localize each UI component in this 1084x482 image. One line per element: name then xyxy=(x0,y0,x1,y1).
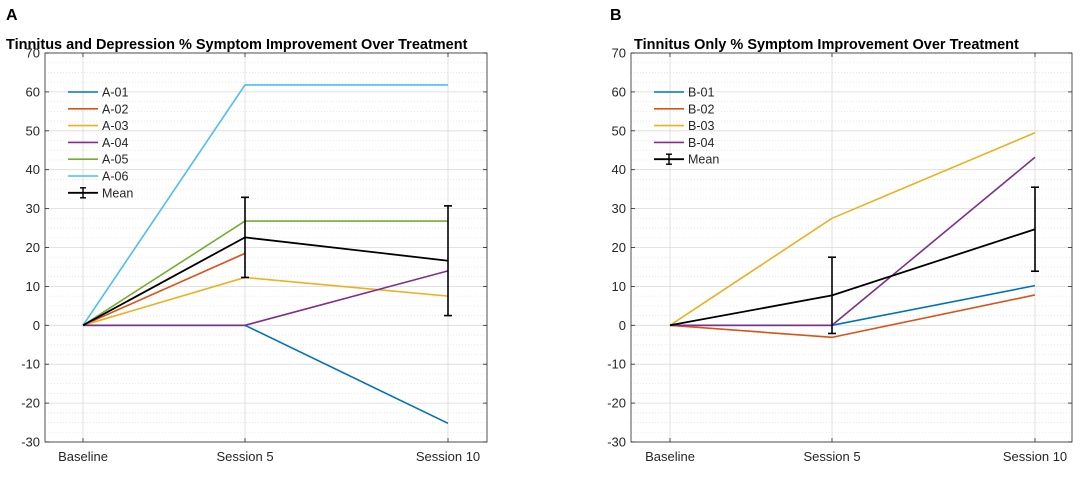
legend-label: B-02 xyxy=(688,102,714,116)
series-line-b-03 xyxy=(669,132,1036,326)
y-tick-label: 10 xyxy=(26,279,40,294)
y-tick-label: 30 xyxy=(612,201,626,216)
x-tick-label: Session 10 xyxy=(1003,449,1067,464)
y-tick-label: 60 xyxy=(26,84,40,99)
legend-label: A-03 xyxy=(102,119,128,133)
legend-label: A-01 xyxy=(102,86,128,100)
y-tick-label: -30 xyxy=(21,435,40,450)
y-tick-label: -30 xyxy=(607,435,626,450)
chart-title: Tinnitus Only % Symptom Improvement Over… xyxy=(634,37,1019,53)
x-tick-label: Baseline xyxy=(58,449,108,464)
y-tick-label: -20 xyxy=(607,396,626,411)
series-line-a-04 xyxy=(83,270,449,327)
chart-panel-b: B Tinnitus Only % Symptom Improvement Ove… xyxy=(607,7,1073,464)
x-tick-label: Session 5 xyxy=(803,449,860,464)
x-tick-label: Session 10 xyxy=(416,449,480,464)
chart-title: Tinnitus and Depression % Symptom Improv… xyxy=(6,37,468,53)
y-tick-label: 70 xyxy=(612,46,626,61)
y-tick-label: 20 xyxy=(612,240,626,255)
y-tick-label: 20 xyxy=(26,240,40,255)
legend-label: Mean xyxy=(102,186,133,200)
legend-label: B-03 xyxy=(688,119,714,133)
legend-label: B-04 xyxy=(688,136,714,150)
legend: A-01 A-02 A-03 A-04 A-05 A-06 Mean xyxy=(68,86,133,200)
legend-label: B-01 xyxy=(688,86,714,100)
y-tick-label: -20 xyxy=(21,396,40,411)
y-tick-label: 0 xyxy=(33,318,40,333)
y-tick-label: 10 xyxy=(612,279,626,294)
legend-label: A-05 xyxy=(102,153,128,167)
legend-label: Mean xyxy=(688,153,719,167)
panel-label: A xyxy=(6,7,18,24)
y-tick-label: 70 xyxy=(26,46,40,61)
panel-label: B xyxy=(610,7,622,24)
y-tick-label: 40 xyxy=(26,162,40,177)
legend-label: A-02 xyxy=(102,102,128,116)
series-line-b-02 xyxy=(669,294,1036,339)
y-tick-label: 60 xyxy=(612,84,626,99)
x-tick-label: Session 5 xyxy=(216,449,273,464)
y-tick-label: 50 xyxy=(612,123,626,138)
legend-label: A-04 xyxy=(102,136,128,150)
y-tick-label: -10 xyxy=(21,357,40,372)
series-line-a-06 xyxy=(82,84,448,326)
chart-panel-a: A Tinnitus and Depression % Symptom Impro… xyxy=(6,7,488,464)
y-tick-label: 40 xyxy=(612,162,626,177)
legend-label: A-06 xyxy=(102,170,128,184)
y-tick-label: 30 xyxy=(26,201,40,216)
x-tick-label: Baseline xyxy=(645,449,695,464)
y-tick-label: -10 xyxy=(607,357,626,372)
series-line-a-02 xyxy=(82,252,246,327)
y-tick-label: 0 xyxy=(619,318,626,333)
legend: B-01 B-02 B-03 B-04 Mean xyxy=(654,86,719,167)
y-tick-label: 50 xyxy=(26,123,40,138)
